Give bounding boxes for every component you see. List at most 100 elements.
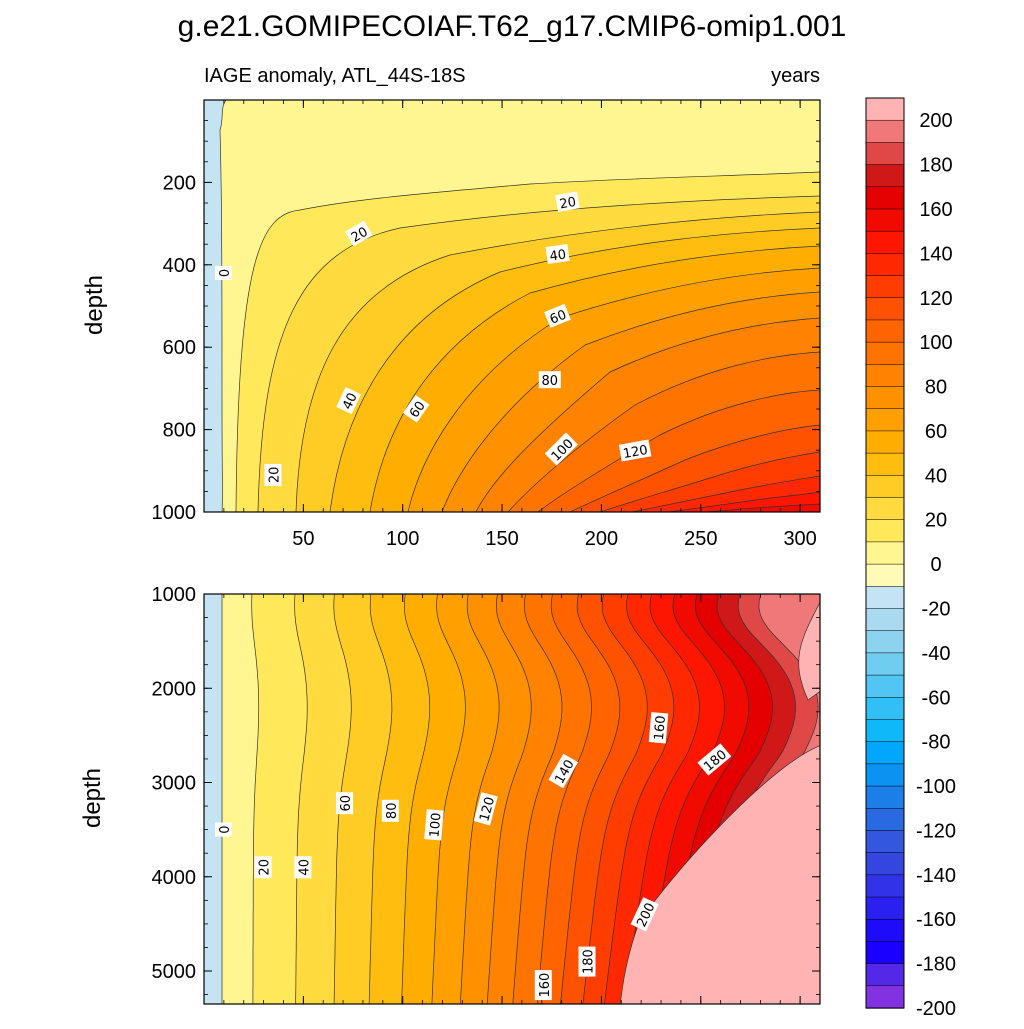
- contour-label: 60: [336, 792, 354, 815]
- colorbar-swatch: [865, 208, 905, 232]
- colorbar-tick-label: 120: [919, 288, 952, 310]
- colorbar-swatch: [865, 430, 905, 454]
- colorbar-swatch: [865, 963, 905, 987]
- colorbar-tick-label: -120: [916, 820, 956, 842]
- colorbar-tick-label: 60: [925, 421, 947, 443]
- colorbar-swatch: [865, 719, 905, 743]
- upper-fill-negative: [204, 100, 227, 512]
- colorbar-swatch: [865, 630, 905, 654]
- colorbar-swatch: [865, 608, 905, 632]
- contour-label: 20: [344, 220, 373, 247]
- contour-label-text: 160: [652, 715, 669, 741]
- contour-label: 20: [264, 463, 283, 486]
- colorbar: 200180160140120100806040200-20-40-60-80-…: [865, 97, 956, 1020]
- colorbar-tick-label: 20: [925, 510, 947, 532]
- contour-label-bg: [578, 946, 596, 977]
- contour-label-text: 80: [542, 374, 559, 389]
- colorbar-swatch: [865, 586, 905, 610]
- colorbar-swatch: [865, 275, 905, 299]
- panel-subtitle-left: IAGE anomaly, ATL_44S-18S: [204, 65, 466, 87]
- colorbar-swatch: [865, 697, 905, 721]
- contour-label-bg: [402, 394, 430, 423]
- colorbar-frame: [865, 97, 905, 1009]
- panel-subtitle-right: years: [771, 65, 820, 87]
- colorbar-swatch: [865, 253, 905, 277]
- contour-label: 180: [578, 946, 597, 977]
- contour-label: 40: [294, 856, 312, 879]
- contour-label-text: 120: [622, 443, 649, 462]
- contour-label-bg: [214, 266, 232, 280]
- contour-label-bg: [294, 856, 312, 879]
- colorbar-tick-label: -60: [922, 687, 951, 709]
- x-tick-label: 50: [292, 528, 314, 550]
- colorbar-tick-label: 100: [919, 332, 952, 354]
- contour-label-bg: [545, 244, 570, 264]
- contour-label-bg: [648, 712, 669, 744]
- contour-label: 20: [254, 856, 273, 879]
- contour-label-bg: [254, 856, 272, 879]
- y-tick-label: 600: [163, 337, 196, 359]
- colorbar-swatch: [865, 941, 905, 965]
- colorbar-tick-label: -160: [916, 909, 956, 931]
- figure-title: g.e21.GOMIPECOIAF.T62_g17.CMIP6-omip1.00…: [178, 10, 847, 43]
- contour-label-bg: [534, 970, 552, 1001]
- contour-label-bg: [544, 432, 578, 466]
- colorbar-swatch: [865, 186, 905, 210]
- y-tick-label: 1000: [152, 502, 197, 524]
- contour-label: 60: [544, 303, 571, 328]
- colorbar-swatch: [865, 119, 905, 144]
- contour-label: 80: [381, 799, 400, 822]
- colorbar-swatch: [865, 475, 905, 499]
- colorbar-tick-label: -20: [922, 599, 951, 621]
- colorbar-swatch: [865, 807, 905, 832]
- contour-label-bg: [336, 792, 354, 815]
- contour-label-text: 40: [340, 391, 361, 412]
- contour-label-bg: [555, 191, 580, 212]
- colorbar-swatch: [865, 852, 905, 876]
- y-tick-label: 5000: [152, 961, 197, 983]
- colorbar-swatch: [865, 763, 905, 787]
- colorbar-swatch: [865, 142, 905, 166]
- lower-contour-panel: [204, 594, 820, 1004]
- colorbar-tick-label: 80: [925, 377, 947, 399]
- contour-label: 160: [648, 712, 669, 744]
- x-tick-label: 100: [386, 528, 419, 550]
- colorbar-swatch: [865, 97, 905, 121]
- colorbar-swatch: [865, 230, 905, 255]
- contour-label-bg: [214, 822, 232, 837]
- contour-label: 0: [214, 822, 233, 837]
- y-tick-label: 200: [163, 172, 196, 194]
- colorbar-swatch: [865, 164, 905, 188]
- colorbar-swatch: [865, 896, 905, 920]
- contour-label-text: 20: [268, 467, 283, 484]
- contour-label: 80: [538, 371, 561, 389]
- upper-ylabel: depth: [81, 275, 108, 335]
- colorbar-tick-label: 40: [925, 465, 947, 487]
- contour-label: 160: [534, 970, 553, 1001]
- colorbar-swatch: [865, 874, 905, 898]
- colorbar-tick-label: 180: [919, 155, 952, 177]
- contour-label-text: 20: [349, 225, 371, 246]
- colorbar-swatch: [865, 297, 905, 321]
- contour-label-text: 120: [477, 795, 498, 823]
- contour-label-text: 180: [582, 949, 597, 974]
- x-tick-label: 300: [783, 528, 816, 550]
- colorbar-swatch: [865, 785, 905, 809]
- colorbar-tick-label: 160: [919, 199, 952, 221]
- contour-label-text: 100: [427, 812, 444, 838]
- contour-label-text: 40: [297, 859, 312, 876]
- contour-label-bg: [381, 799, 399, 822]
- y-tick-label: 400: [163, 255, 196, 277]
- contour-label: 20: [555, 191, 580, 212]
- y-tick-label: 3000: [152, 773, 197, 795]
- contour-label: 120: [618, 439, 652, 462]
- colorbar-swatch: [865, 519, 905, 543]
- colorbar-swatch: [865, 674, 905, 698]
- lower-fill-negative: [204, 594, 223, 1004]
- contour-label: 0: [214, 266, 233, 280]
- colorbar-tick-label: -180: [916, 954, 956, 976]
